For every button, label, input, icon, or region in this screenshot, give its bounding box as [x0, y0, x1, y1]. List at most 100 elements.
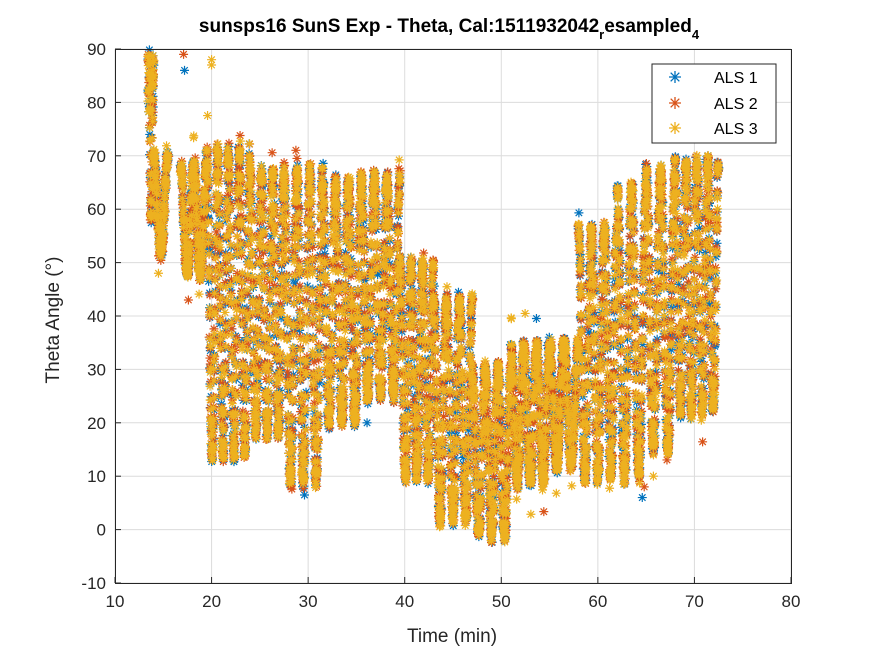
data-point: [705, 300, 715, 310]
data-point: [217, 415, 227, 425]
data-point: [397, 327, 407, 337]
data-point: [275, 356, 285, 366]
data-point: [603, 417, 613, 427]
data-point: [226, 275, 236, 285]
data-point: [445, 446, 455, 456]
data-point: [531, 314, 541, 324]
data-point: [221, 319, 231, 329]
data-point: [218, 431, 228, 441]
data-point: [275, 299, 285, 309]
data-point: [622, 365, 632, 375]
data-point: [203, 181, 213, 191]
data-point: [450, 453, 460, 463]
data-point: [451, 408, 461, 418]
data-point: [651, 367, 661, 377]
data-point: [270, 281, 280, 291]
data-point: [235, 131, 245, 141]
outlier-point: [655, 354, 665, 364]
data-point: [220, 380, 230, 390]
outlier-point: [637, 493, 647, 503]
data-point: [318, 158, 328, 168]
data-point: [236, 245, 246, 255]
data-point: [265, 277, 275, 287]
data-point: [234, 160, 244, 170]
outlier-point: [362, 418, 372, 428]
data-point: [187, 203, 197, 213]
data-point: [491, 440, 501, 450]
data-point: [465, 322, 475, 332]
data-point: [261, 374, 271, 384]
data-point: [622, 334, 632, 344]
data-point: [258, 216, 268, 226]
data-point: [464, 405, 474, 415]
data-point: [301, 387, 311, 397]
data-point: [204, 332, 214, 342]
data-point: [373, 270, 383, 280]
data-point: [638, 339, 648, 349]
data-point: [147, 187, 157, 197]
outlier-point: [180, 65, 190, 75]
data-point: [402, 403, 412, 413]
data-point: [203, 151, 213, 161]
data-point: [712, 238, 722, 248]
data-point: [209, 324, 219, 334]
data-point: [266, 231, 276, 241]
data-point: [645, 384, 655, 394]
data-point: [223, 190, 233, 200]
data-point: [260, 357, 270, 367]
data-point: [190, 153, 200, 163]
data-point: [658, 269, 668, 279]
data-point: [248, 278, 258, 288]
data-point: [232, 333, 242, 343]
data-point: [360, 275, 370, 285]
data-point: [659, 329, 669, 339]
data-point: [226, 343, 236, 353]
data-point: [458, 444, 468, 454]
data-point: [307, 238, 317, 248]
data-point: [205, 290, 215, 300]
data-point: [300, 422, 310, 432]
data-point: [224, 138, 234, 148]
data-point: [204, 276, 214, 286]
data-points: [143, 45, 724, 547]
data-point: [667, 302, 677, 312]
outlier-point: [576, 348, 586, 358]
data-point: [221, 258, 231, 268]
data-point: [265, 261, 275, 271]
data-point: [220, 278, 230, 288]
data-point: [232, 221, 242, 231]
data-point: [232, 268, 242, 278]
data-point: [706, 337, 716, 347]
data-point: [683, 299, 693, 309]
data-point: [271, 288, 281, 298]
data-point: [209, 405, 219, 415]
data-point: [234, 164, 244, 174]
data-point: [574, 208, 584, 218]
data-point: [212, 227, 222, 237]
data-point: [259, 248, 269, 258]
data-point: [215, 245, 225, 255]
data-point: [368, 214, 378, 224]
data-point: [267, 148, 277, 158]
data-point: [341, 247, 351, 257]
data-point: [463, 425, 473, 435]
data-point: [210, 242, 220, 252]
data-point: [226, 288, 236, 298]
data-point: [217, 377, 227, 387]
data-point: [453, 287, 463, 297]
data-point: [366, 262, 376, 272]
data-point: [236, 198, 246, 208]
data-point: [232, 243, 242, 253]
data-point: [299, 490, 309, 500]
data-point: [457, 323, 467, 333]
data-point: [694, 245, 704, 255]
data-point: [403, 358, 413, 368]
data-point: [434, 467, 444, 477]
data-point: [666, 345, 676, 355]
data-point: [584, 327, 594, 337]
data-point: [205, 353, 215, 363]
data-point: [694, 223, 704, 233]
data-point: [521, 407, 531, 417]
outlier-point: [145, 129, 155, 139]
